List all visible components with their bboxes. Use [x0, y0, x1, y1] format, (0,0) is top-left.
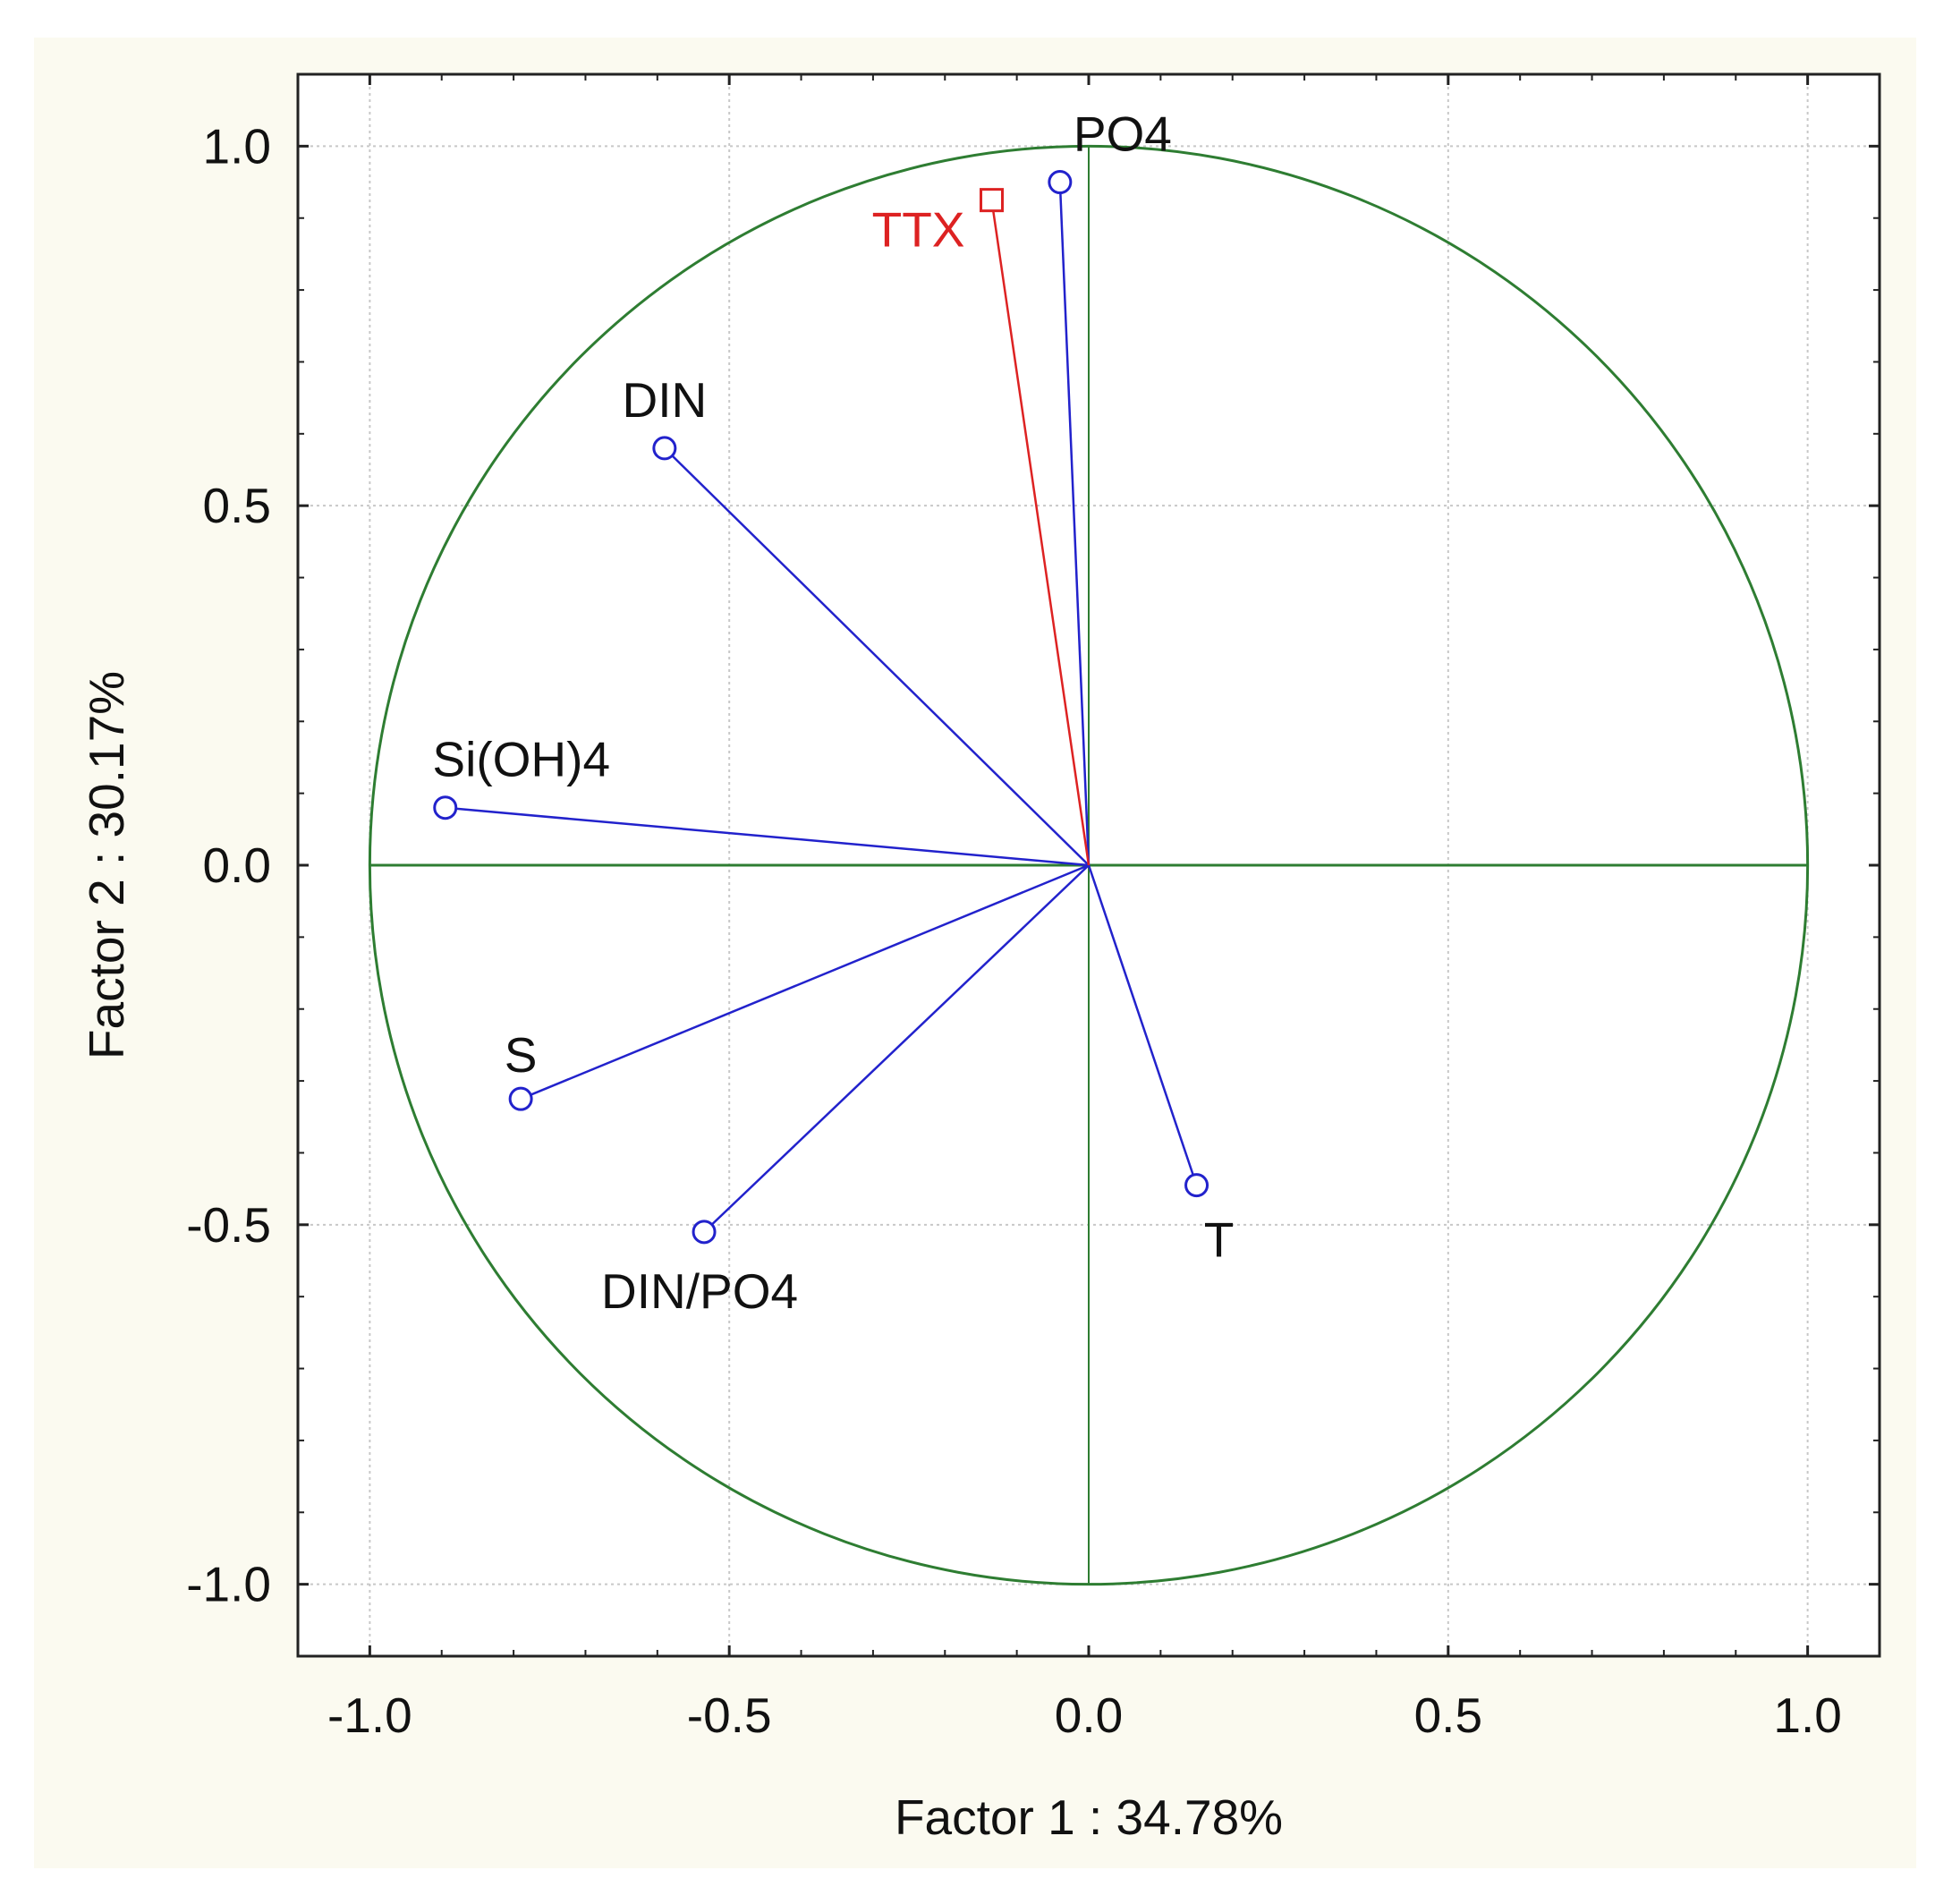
- x-tick-label: 0.5: [1414, 1687, 1482, 1743]
- x-axis-title: Factor 1 : 34.78%: [895, 1789, 1283, 1845]
- y-tick-label: 1.0: [203, 118, 271, 174]
- vector-t: [1087, 864, 1198, 1186]
- label-din: DIN: [622, 372, 707, 428]
- tick-labels: -1.0 -0.5 0.0 0.5 1.0 -1.0 -0.5 0.0 0.5 1.0: [186, 118, 1842, 1743]
- axis-ticks: [298, 74, 1880, 1656]
- variable-labels: PO4 DIN Si(OH)4 S DIN/PO4 T TTX: [432, 106, 1234, 1319]
- vector-po4: [1058, 182, 1091, 866]
- marker-din-po4: [692, 1220, 717, 1245]
- vector-si-oh-4: [445, 806, 1090, 867]
- marker-si-oh-4: [433, 795, 458, 820]
- y-tick-label: 0.0: [203, 837, 271, 893]
- x-tick-label: -0.5: [687, 1687, 772, 1743]
- marker-ttx: [980, 188, 1005, 213]
- x-tick-label: -1.0: [327, 1687, 412, 1743]
- marker-t: [1184, 1173, 1209, 1198]
- marker-s: [508, 1086, 533, 1111]
- marker-din: [652, 436, 677, 461]
- marker-po4: [1048, 170, 1073, 195]
- vector-din-po4: [703, 864, 1090, 1233]
- loading-vectors: [433, 170, 1209, 1245]
- label-t: T: [1204, 1212, 1235, 1268]
- label-s: S: [505, 1027, 538, 1083]
- label-din-po4: DIN/PO4: [601, 1263, 798, 1319]
- label-si-oh-4: Si(OH)4: [432, 732, 610, 787]
- vector-ttx: [990, 200, 1091, 866]
- x-tick-label: 0.0: [1055, 1687, 1123, 1743]
- vector-din: [663, 446, 1090, 866]
- y-tick-label: -0.5: [186, 1197, 271, 1253]
- label-po4: PO4: [1074, 106, 1172, 162]
- x-tick-label: 1.0: [1773, 1687, 1841, 1743]
- vector-s: [520, 863, 1090, 1101]
- y-axis-title: Factor 2 : 30.17%: [79, 671, 134, 1059]
- label-ttx: TTX: [872, 202, 965, 258]
- y-tick-label: -1.0: [186, 1557, 271, 1612]
- y-tick-label: 0.5: [203, 478, 271, 533]
